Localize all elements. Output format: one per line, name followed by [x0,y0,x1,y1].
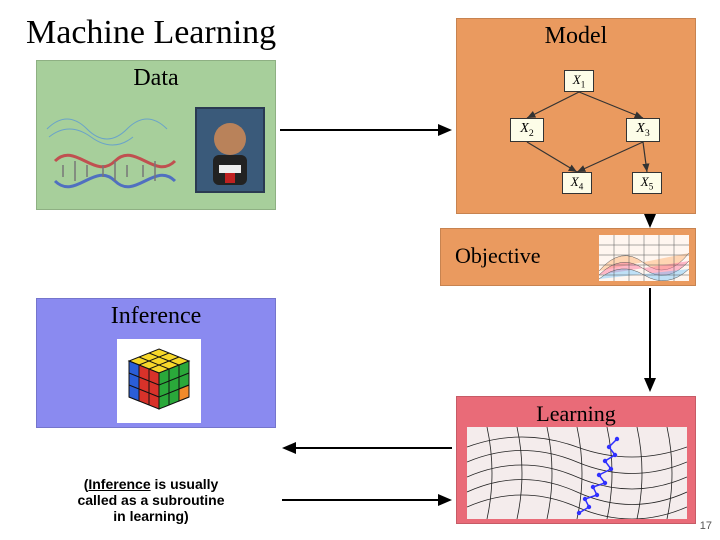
data-box: Data [36,60,276,210]
objective-surface [599,235,689,281]
arrow-objective-to-learning [649,288,651,380]
arrow-data-to-model [280,129,440,131]
model-node-x2: X2 [510,118,544,142]
model-label: Model [457,23,695,50]
caption-line: (Inference is usually [46,476,256,492]
arrow-head-model-to-objective [644,214,656,228]
model-node-x1: X1 [564,70,594,92]
page-number: 17 [700,520,712,532]
rubiks-cube-icon [117,339,201,423]
arrow-head-inference-to-learning [438,494,452,506]
model-node-x4: X4 [562,172,592,194]
arrow-head-objective-to-learning [644,378,656,392]
learning-label: Learning [457,401,695,427]
page-title: Machine Learning [26,14,276,52]
arrow-head-learning-to-inference [282,442,296,454]
inference-caption: (Inference is usuallycalled as a subrout… [46,476,256,524]
data-illustration [37,97,277,211]
learning-surface [467,427,687,519]
data-label: Data [37,65,275,92]
arrow-inference-to-learning [282,499,440,501]
inference-label: Inference [37,303,275,330]
arrow-head-data-to-model [438,124,452,136]
learning-box: Learning [456,396,696,524]
arrow-learning-to-inference [294,447,452,449]
caption-line: called as a subroutine [46,492,256,508]
caption-line: in learning) [46,508,256,524]
objective-box: Objective [440,228,696,286]
model-node-x5: X5 [632,172,662,194]
model-node-x3: X3 [626,118,660,142]
inference-box: Inference [36,298,276,428]
